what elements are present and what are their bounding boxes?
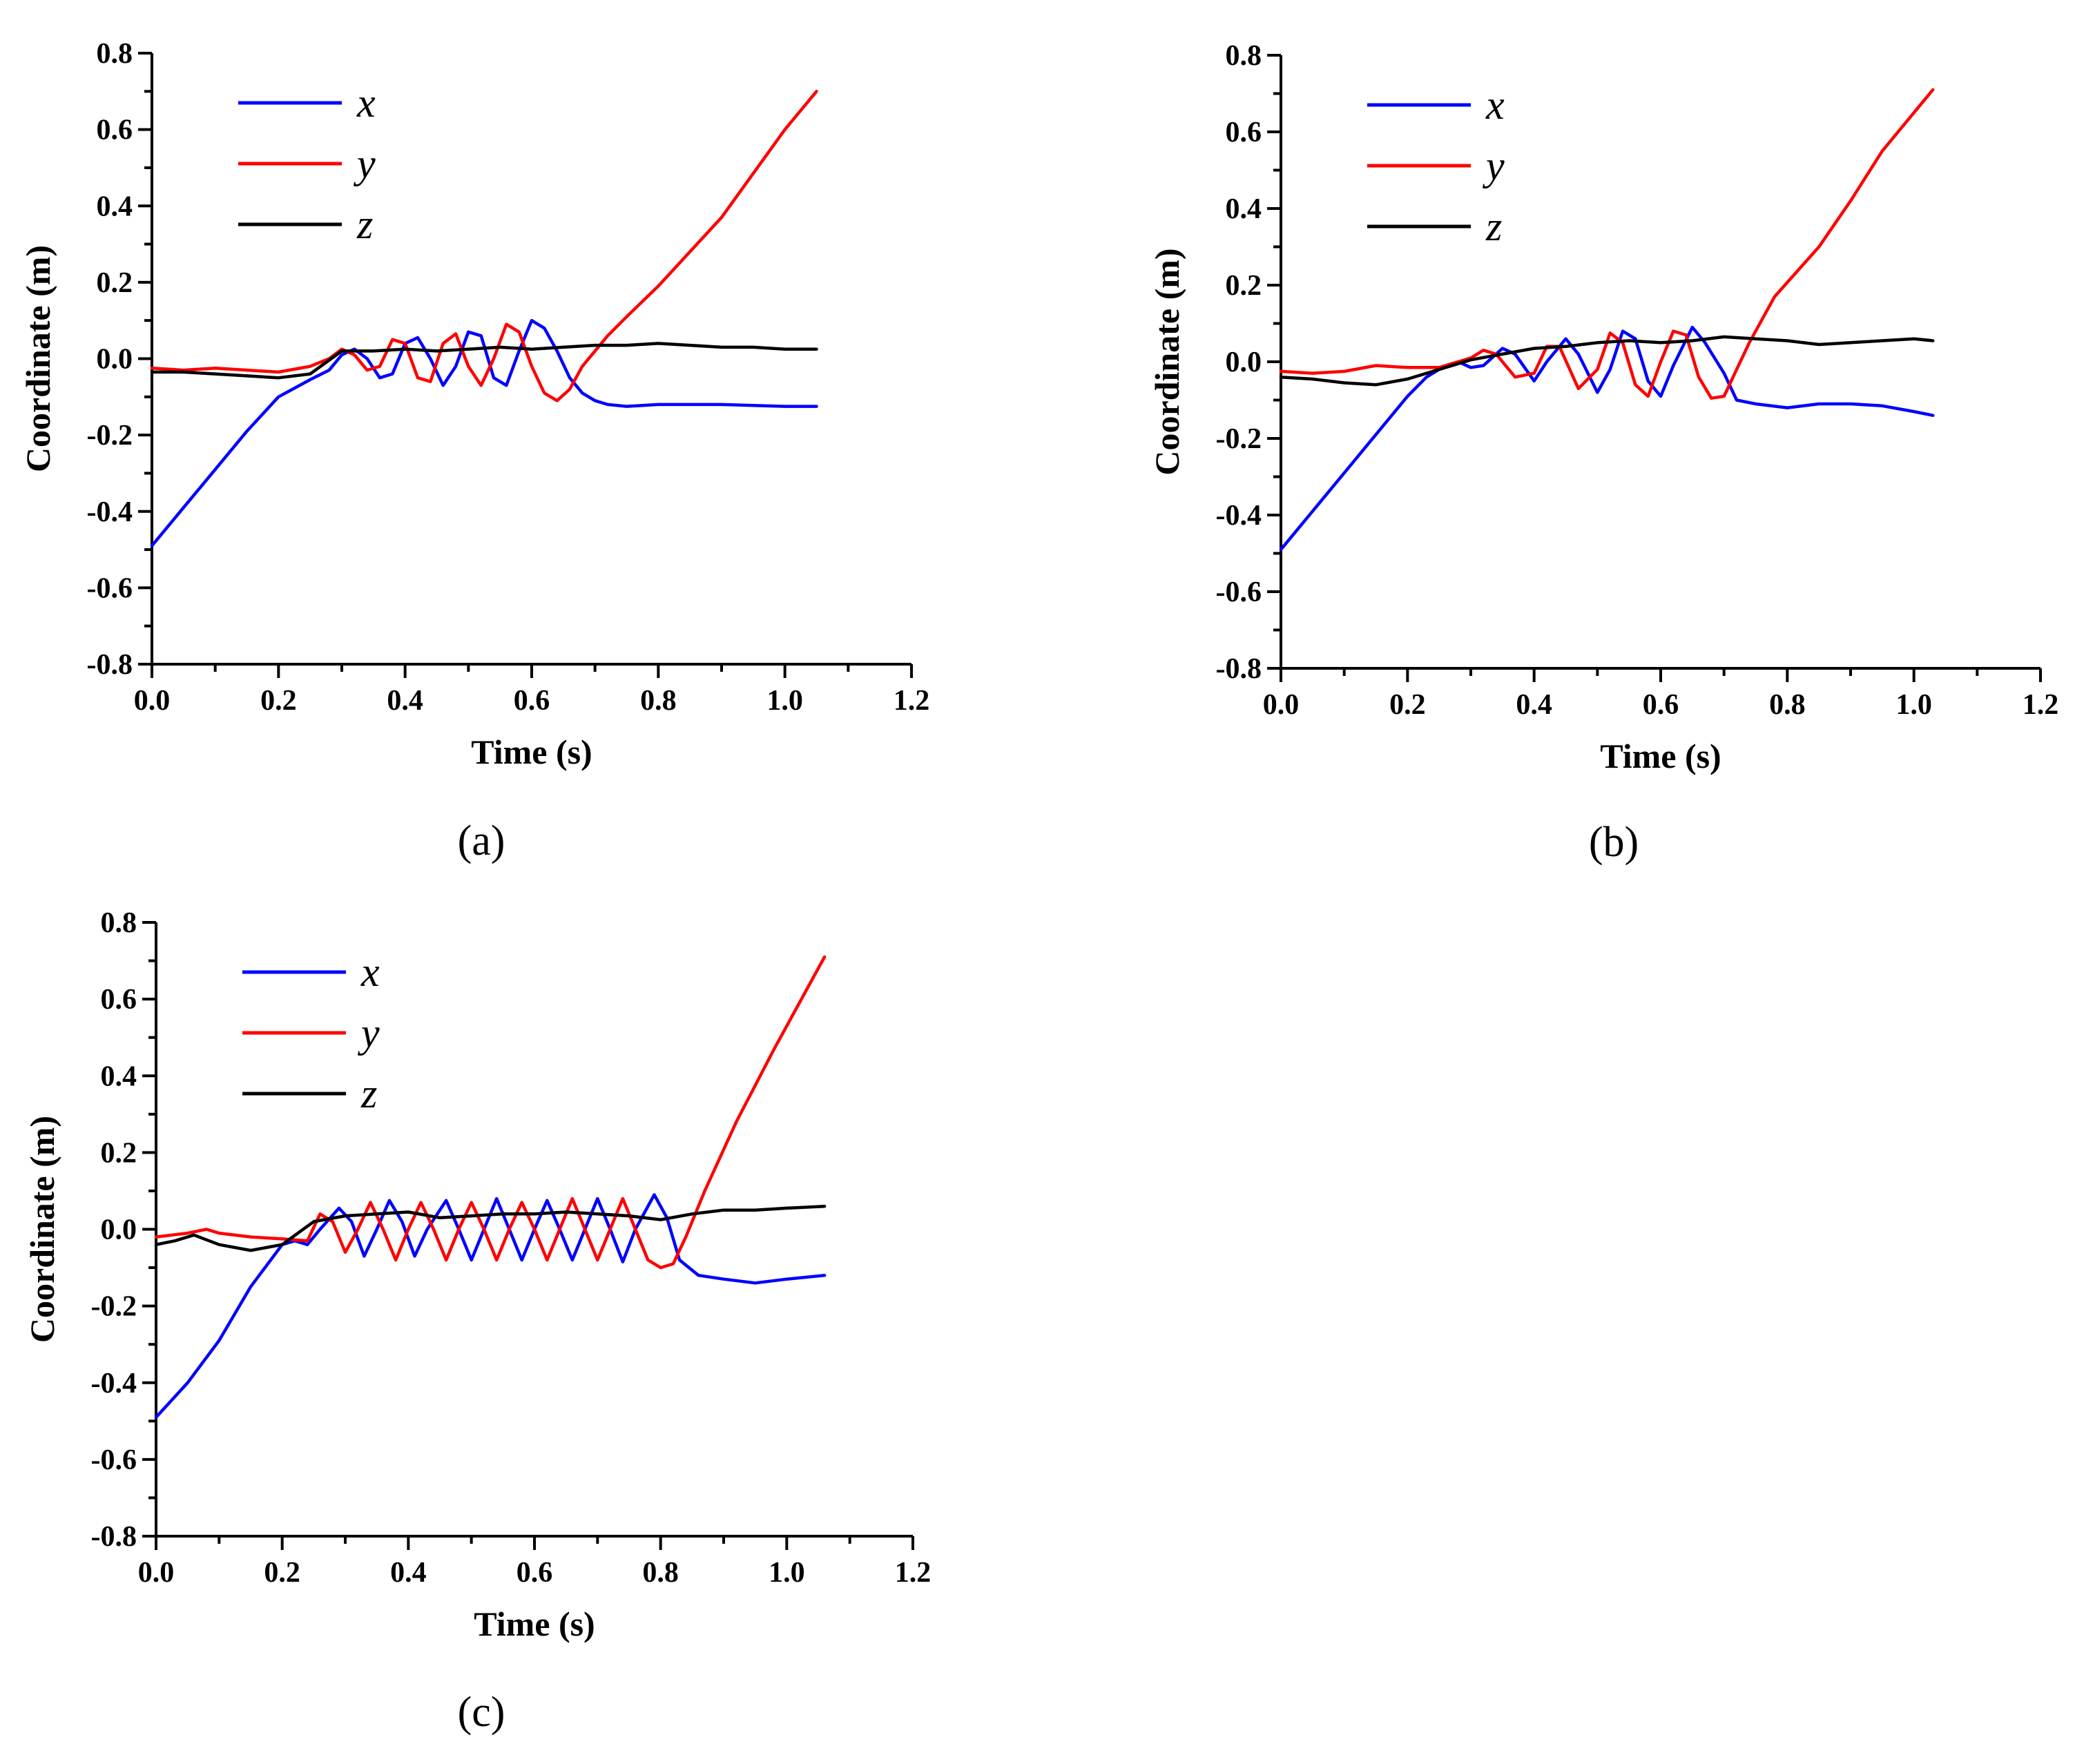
y-tick-label: 0.0	[1226, 347, 1262, 378]
x-tick-label: 0.4	[1516, 689, 1552, 721]
x-tick-label: 1.2	[895, 1557, 932, 1589]
legend-label-z: z	[356, 202, 373, 247]
y-tick-label: -0.2	[1216, 423, 1262, 455]
series-line-x	[154, 1193, 827, 1419]
y-tick-label: 0.4	[1226, 193, 1262, 225]
x-tick-label: 0.8	[640, 685, 677, 717]
x-tick-label: 0.8	[1769, 689, 1806, 721]
y-tick-label: 0.4	[97, 191, 133, 222]
y-tick-label: -0.2	[87, 420, 133, 452]
x-tick-label: 0.4	[387, 685, 423, 717]
y-axis-title: Coordinate (m)	[1148, 248, 1186, 475]
series-line-y	[1279, 88, 1935, 400]
x-tick-label: 1.2	[894, 685, 930, 717]
x-tick-label: 0.6	[514, 685, 550, 717]
series-line-z	[154, 1204, 827, 1252]
x-axis-title: Time (s)	[1600, 737, 1721, 775]
chart-panel-3: 0.0 0.2 0.4 0.6 0.8 1.0 1.2 -0.8 -0.6 -0.4 -0.2 0.0…	[23, 907, 931, 1736]
x-tick-label: 0.6	[1643, 689, 1679, 721]
y-tick-label: -0.4	[87, 496, 133, 528]
series-line-z	[150, 342, 818, 380]
panel-label: (c)	[458, 1689, 505, 1736]
y-tick-label: -0.8	[87, 649, 133, 681]
x-tick-label: 0.2	[264, 1557, 300, 1589]
series-line-x	[1279, 325, 1935, 552]
x-tick-label: 1.2	[2023, 689, 2059, 721]
legend-label-y: y	[353, 141, 376, 186]
y-tick-label: 0.8	[101, 907, 137, 939]
x-tick-label: 1.0	[1895, 689, 1932, 721]
y-axis-title: Coordinate (m)	[23, 1116, 61, 1343]
y-tick-label: 0.8	[1226, 40, 1262, 72]
y-tick-label: 0.0	[97, 344, 133, 376]
legend-label-z: z	[360, 1071, 377, 1116]
y-tick-label: 0.4	[101, 1060, 137, 1092]
x-tick-label: 0.4	[390, 1557, 427, 1589]
x-tick-label: 0.2	[1389, 689, 1426, 721]
x-tick-label: 0.2	[260, 685, 297, 717]
y-tick-label: 0.0	[101, 1214, 137, 1246]
y-tick-label: 0.2	[101, 1137, 137, 1169]
x-tick-label: 0.8	[642, 1557, 679, 1589]
y-tick-label: -0.4	[91, 1368, 137, 1399]
y-tick-label: 0.2	[1226, 270, 1262, 302]
series-line-x	[150, 318, 818, 547]
x-tick-label: 0.0	[134, 685, 171, 717]
y-tick-label: -0.4	[1216, 500, 1262, 532]
series-line-z	[1279, 335, 1935, 387]
chart-panel-2: 0.0 0.2 0.4 0.6 0.8 1.0 1.2 -0.8 -0.6 -0.4 -0.2 0.0…	[1148, 40, 2058, 866]
y-tick-label: -0.6	[1216, 576, 1262, 608]
panel-label: (b)	[1589, 819, 1639, 866]
x-tick-label: 0.0	[1263, 689, 1300, 721]
y-tick-label: 0.6	[101, 984, 137, 1016]
y-axis-title: Coordinate (m)	[19, 245, 57, 472]
x-tick-label: 1.0	[769, 1557, 805, 1589]
legend-label-y: y	[1482, 143, 1505, 188]
series-line-y	[150, 90, 818, 403]
chart-panel-1: 0.0 0.2 0.4 0.6 0.8 1.0 1.2 -0.8 -0.6 -0.4 -0.2 0.0…	[19, 38, 929, 864]
y-tick-label: -0.8	[1216, 653, 1262, 685]
y-tick-label: -0.6	[87, 572, 133, 604]
series-line-y	[154, 955, 827, 1270]
y-tick-label: 0.6	[97, 115, 133, 146]
y-tick-label: -0.8	[91, 1521, 137, 1553]
legend-label-x: x	[1485, 82, 1505, 128]
x-tick-label: 0.6	[517, 1557, 553, 1589]
x-tick-label: 0.0	[138, 1557, 175, 1589]
legend-label-x: x	[360, 949, 380, 995]
y-tick-label: -0.2	[91, 1291, 137, 1323]
x-axis-title: Time (s)	[471, 733, 592, 771]
panel-label: (a)	[458, 817, 505, 864]
y-tick-label: 0.6	[1226, 117, 1262, 148]
y-tick-label: 0.8	[97, 38, 133, 70]
legend-label-x: x	[356, 80, 376, 126]
y-tick-label: -0.6	[91, 1444, 137, 1476]
legend-label-z: z	[1485, 204, 1502, 249]
legend-label-y: y	[357, 1010, 380, 1056]
x-tick-label: 1.0	[766, 685, 803, 717]
y-tick-label: 0.2	[97, 267, 133, 299]
x-axis-title: Time (s)	[474, 1605, 595, 1643]
